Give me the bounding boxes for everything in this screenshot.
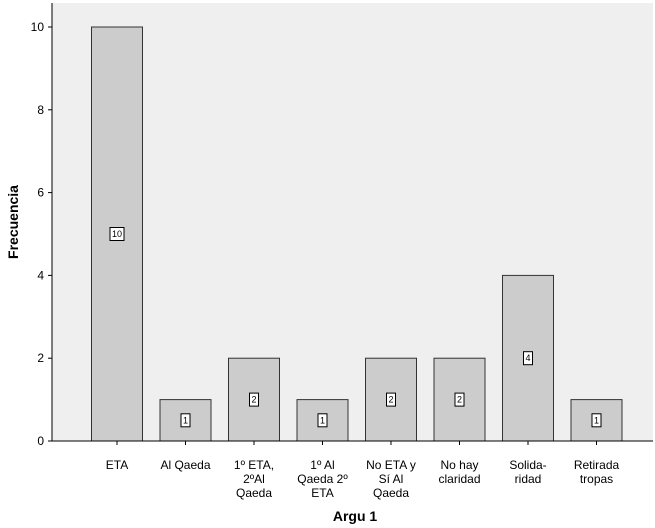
data-label: 2 <box>457 395 462 405</box>
data-label-box <box>317 413 328 428</box>
x-axis-title: Argu 1 <box>333 508 378 524</box>
y-axis-title: Frecuencia <box>5 185 21 259</box>
x-category-label-line: tropas <box>580 472 613 486</box>
x-category-label-line: No hay <box>440 458 478 472</box>
data-label: 2 <box>388 395 393 405</box>
y-tick-label: 4 <box>37 268 44 282</box>
x-category-label-line: Qaeda <box>236 486 272 500</box>
x-category-label-line: Solida- <box>509 458 546 472</box>
data-label-box <box>591 413 602 428</box>
y-tick-label: 10 <box>31 20 45 34</box>
data-label-box <box>454 392 465 407</box>
data-label: 4 <box>525 353 530 363</box>
x-category-label: 1º Al Qaeda 2º ETA <box>297 458 348 500</box>
x-category-label-line: 2ºAl <box>243 472 265 486</box>
x-category-label: No ETA y Sí Al Qaeda <box>366 458 416 500</box>
x-category-label: Al Qaeda <box>160 458 210 472</box>
y-tick-label: 2 <box>37 351 44 365</box>
x-category-label-line: ETA <box>106 458 128 472</box>
x-category-label-line: ridad <box>515 472 542 486</box>
x-category-label-line: No ETA y <box>366 458 416 472</box>
y-tick-label: 8 <box>37 103 44 117</box>
data-label: 1 <box>183 415 188 425</box>
x-category-label-line: Retirada <box>574 458 620 472</box>
x-category-label-line: Al Qaeda <box>160 458 210 472</box>
data-label: 1 <box>594 415 599 425</box>
x-category-label: Solida-ridad <box>509 458 546 486</box>
x-category-label: No hay claridad <box>438 458 480 486</box>
x-category-label-line: ETA <box>311 486 333 500</box>
x-category-label-line: Qaeda <box>373 486 409 500</box>
data-label-box <box>109 227 125 241</box>
data-label-box <box>386 392 396 407</box>
data-label: 10 <box>112 229 122 239</box>
data-label-box <box>523 351 533 366</box>
x-category-label-line: claridad <box>438 472 480 486</box>
data-label: 2 <box>251 395 256 405</box>
x-category-label-line: 1º ETA, <box>234 458 274 472</box>
data-label-box <box>180 413 191 428</box>
x-category-label-line: Sí Al <box>379 472 404 486</box>
y-tick-label: 6 <box>37 186 44 200</box>
y-ticks-group: 0 2 4 6 8 10 <box>31 20 52 448</box>
x-category-label-line: 1º Al <box>310 458 334 472</box>
data-label: 1 <box>320 415 325 425</box>
x-category-label: ETA <box>106 458 128 472</box>
x-category-label-line: Qaeda 2º <box>297 472 348 486</box>
data-labels-group: 10 1 2 1 2 2 4 1 <box>109 227 602 428</box>
x-category-label: 1º ETA, 2ºAl Qaeda <box>234 458 274 500</box>
data-label-box <box>249 392 259 407</box>
y-tick-label: 0 <box>37 434 44 448</box>
x-category-label: Retirada tropas <box>574 458 620 486</box>
